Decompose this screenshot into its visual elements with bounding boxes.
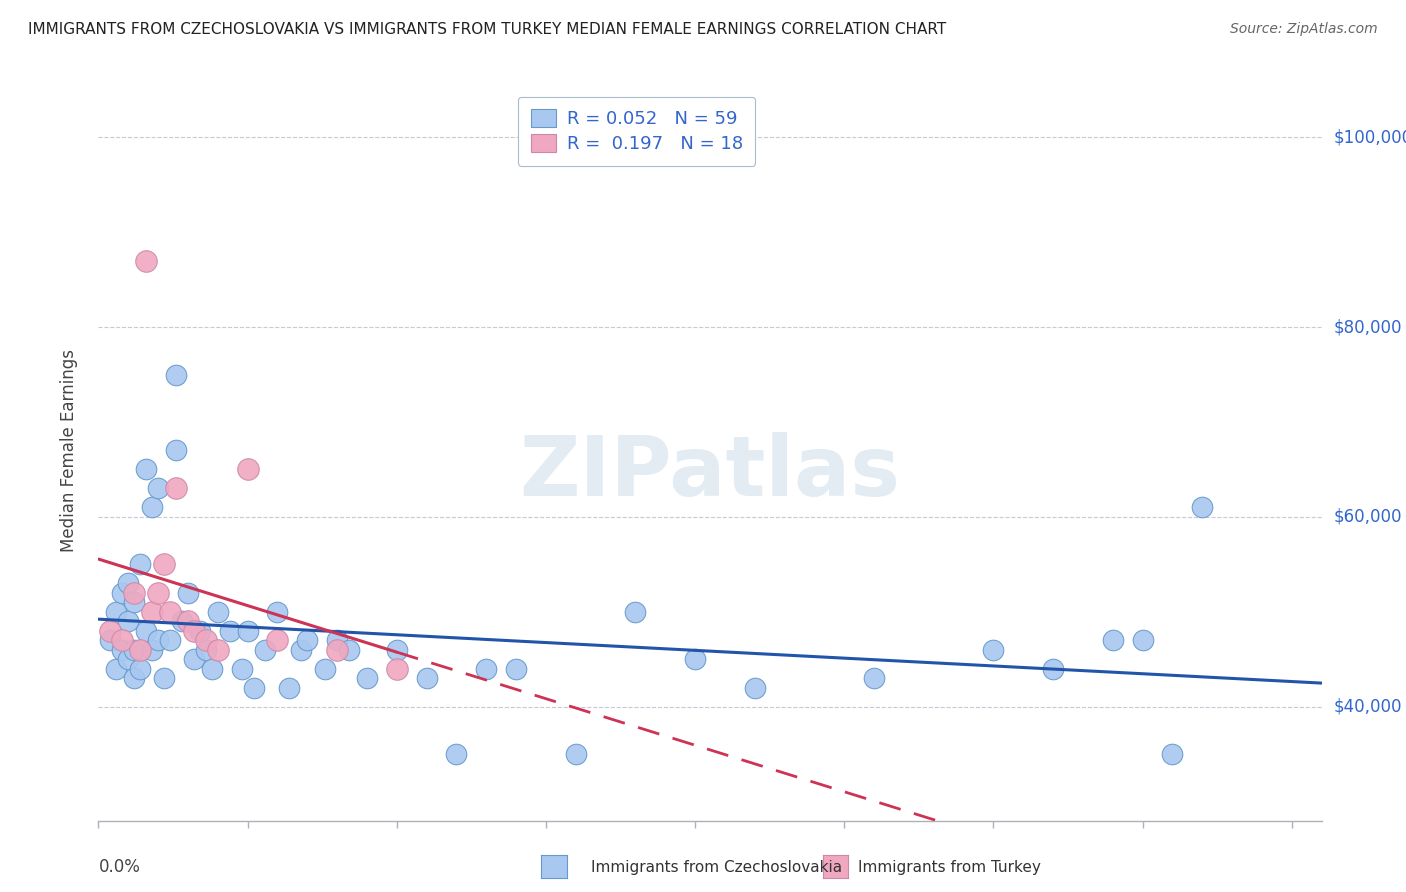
Point: [194, 642, 217, 657]
Point: [624, 605, 647, 619]
Point: [146, 633, 169, 648]
Point: [122, 671, 145, 685]
Point: [141, 500, 163, 515]
Text: $80,000: $80,000: [1334, 318, 1402, 336]
Point: [1191, 500, 1213, 515]
Point: [141, 642, 163, 657]
Point: [117, 652, 139, 666]
Point: [505, 662, 527, 676]
Point: [475, 662, 498, 676]
Point: [153, 671, 176, 685]
Legend: R = 0.052   N = 59, R =  0.197   N = 18: R = 0.052 N = 59, R = 0.197 N = 18: [517, 96, 755, 166]
Point: [290, 642, 312, 657]
Point: [146, 482, 169, 496]
Point: [105, 662, 128, 676]
Point: [159, 605, 181, 619]
Point: [170, 615, 193, 629]
Point: [165, 482, 187, 496]
Point: [356, 671, 378, 685]
Point: [326, 642, 349, 657]
Point: [153, 558, 176, 572]
Point: [1132, 633, 1154, 648]
Text: 0.0%: 0.0%: [98, 858, 141, 876]
Point: [683, 652, 706, 666]
Y-axis label: Median Female Earnings: Median Female Earnings: [59, 349, 77, 552]
Point: [231, 662, 253, 676]
Point: [111, 633, 134, 648]
Point: [146, 586, 169, 600]
Point: [1101, 633, 1123, 648]
Point: [266, 605, 288, 619]
Point: [983, 642, 1005, 657]
Text: $40,000: $40,000: [1334, 698, 1402, 715]
Point: [236, 624, 259, 638]
Text: Immigrants from Czechoslovakia: Immigrants from Czechoslovakia: [591, 860, 842, 874]
Point: [1161, 747, 1184, 762]
Point: [385, 642, 408, 657]
Point: [278, 681, 301, 695]
Point: [194, 633, 217, 648]
Point: [415, 671, 437, 685]
Point: [117, 615, 139, 629]
Point: [117, 576, 139, 591]
Point: [183, 652, 205, 666]
Point: [183, 624, 205, 638]
Point: [446, 747, 468, 762]
Point: [744, 681, 766, 695]
Point: [314, 662, 336, 676]
Point: [207, 642, 229, 657]
Text: Source: ZipAtlas.com: Source: ZipAtlas.com: [1230, 22, 1378, 37]
Point: [385, 662, 408, 676]
Point: [165, 368, 187, 382]
Point: [218, 624, 240, 638]
Point: [105, 605, 128, 619]
Point: [207, 605, 229, 619]
Point: [177, 586, 200, 600]
Point: [177, 615, 200, 629]
Point: [297, 633, 319, 648]
Point: [122, 642, 145, 657]
Point: [111, 586, 134, 600]
Point: [122, 586, 145, 600]
Point: [188, 624, 211, 638]
Point: [159, 633, 181, 648]
Point: [98, 633, 121, 648]
Point: [135, 253, 157, 268]
Point: [122, 595, 145, 609]
Point: [242, 681, 264, 695]
Point: [135, 462, 157, 476]
Point: [236, 462, 259, 476]
Point: [863, 671, 886, 685]
Point: [129, 642, 152, 657]
Point: [135, 624, 157, 638]
Point: [266, 633, 288, 648]
Text: $60,000: $60,000: [1334, 508, 1402, 526]
Point: [337, 642, 360, 657]
Point: [165, 443, 187, 458]
Point: [98, 624, 121, 638]
Point: [1042, 662, 1064, 676]
Point: [565, 747, 588, 762]
Point: [254, 642, 277, 657]
Text: Immigrants from Turkey: Immigrants from Turkey: [858, 860, 1040, 874]
Text: ZIPatlas: ZIPatlas: [520, 432, 900, 513]
Point: [326, 633, 349, 648]
Text: $100,000: $100,000: [1334, 128, 1406, 146]
Point: [129, 558, 152, 572]
Point: [201, 662, 224, 676]
Point: [129, 662, 152, 676]
Point: [141, 605, 163, 619]
Point: [111, 642, 134, 657]
Text: IMMIGRANTS FROM CZECHOSLOVAKIA VS IMMIGRANTS FROM TURKEY MEDIAN FEMALE EARNINGS : IMMIGRANTS FROM CZECHOSLOVAKIA VS IMMIGR…: [28, 22, 946, 37]
